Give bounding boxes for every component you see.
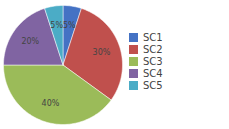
html-text:SC3: SC3 xyxy=(143,56,163,67)
svg-text:5%: 5% xyxy=(63,21,76,30)
svg-text:30%: 30% xyxy=(93,48,111,57)
html-text:SC2: SC2 xyxy=(143,44,163,55)
svg-text:40%: 40% xyxy=(42,99,60,108)
svg-text:5%: 5% xyxy=(50,21,63,30)
html-text:SC4: SC4 xyxy=(143,68,163,79)
html-text:SC5: SC5 xyxy=(143,80,163,91)
html-text:SC1: SC1 xyxy=(143,32,163,43)
svg-text:20%: 20% xyxy=(21,37,39,46)
